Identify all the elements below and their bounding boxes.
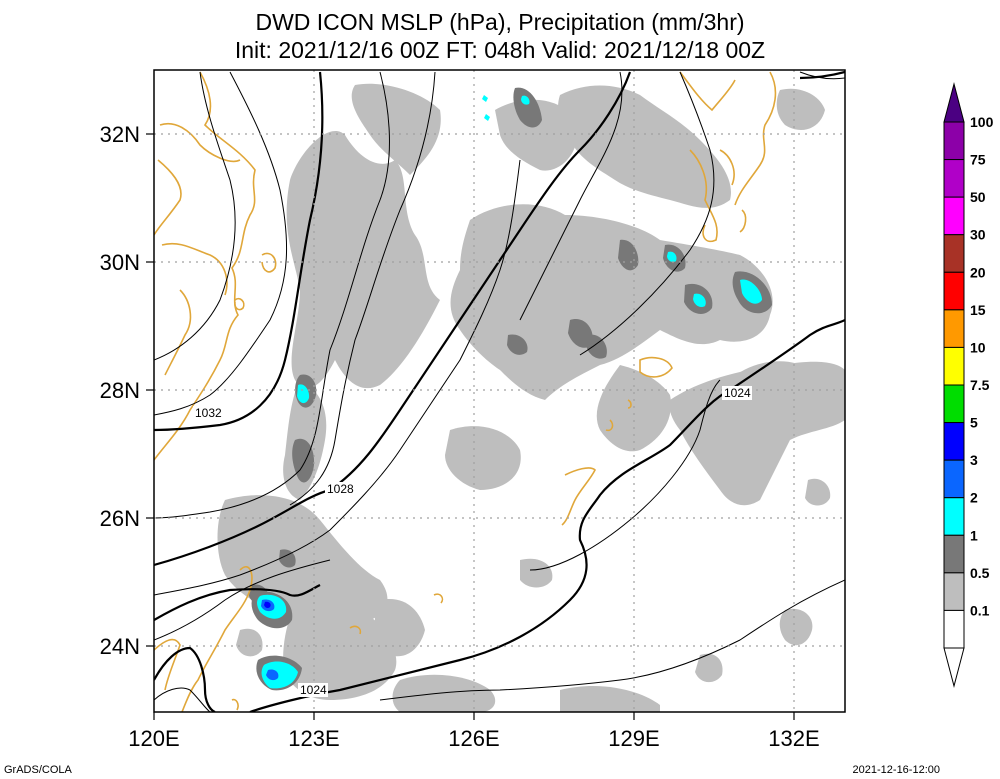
tick-marks <box>146 133 795 720</box>
colorbar-level-label: 3 <box>970 452 978 468</box>
colorbar-swatch <box>943 234 965 273</box>
colorbar-swatch <box>943 309 965 348</box>
isobar-label-1024-south: 1024 <box>300 683 327 697</box>
lon-label: 129E <box>608 726 659 751</box>
footer-software-credit: GrADS/COLA <box>4 764 73 776</box>
lon-label: 132E <box>768 726 819 751</box>
colorbar-swatch <box>943 384 965 424</box>
colorbar-level-label: 0.5 <box>970 565 990 581</box>
colorbar-level-label: 30 <box>970 227 986 243</box>
colorbar-swatch <box>943 159 965 198</box>
colorbar-level-label: 10 <box>970 339 986 355</box>
colorbar-level-label: 5 <box>970 415 978 431</box>
colorbar-level-label: 75 <box>970 152 986 168</box>
isobars-thin <box>154 71 845 712</box>
coastlines <box>154 71 777 712</box>
isobar-label-1032: 1032 <box>195 406 222 420</box>
colorbar-top-triangle <box>943 82 965 123</box>
lat-label: 30N <box>100 250 140 275</box>
colorbar-level-label: 50 <box>970 189 986 205</box>
precip-colorbar: 100 75 50 30 20 15 10 7.5 5 3 2 1 0.5 0.1 <box>943 82 994 688</box>
lat-tick-labels: 32N 30N 28N 26N 24N <box>100 122 140 659</box>
lat-label: 24N <box>100 634 140 659</box>
colorbar-bottom-triangle <box>943 647 965 688</box>
lon-label: 120E <box>128 726 179 751</box>
colorbar-swatch <box>943 609 965 649</box>
colorbar-swatch <box>943 121 965 161</box>
colorbar-level-label: 2 <box>970 490 978 506</box>
map-title-line1: DWD ICON MSLP (hPa), Precipitation (mm/3… <box>255 9 744 35</box>
plot-frame <box>153 69 846 713</box>
lat-label: 32N <box>100 122 140 147</box>
colorbar-swatch <box>943 196 965 236</box>
lon-label: 123E <box>288 726 339 751</box>
lon-label: 126E <box>448 726 499 751</box>
colorbar-swatch <box>943 572 965 611</box>
colorbar-swatch <box>943 459 965 499</box>
plot-area: 1032 1028 1024 1024 <box>154 70 845 712</box>
colorbar-swatch <box>943 346 965 386</box>
colorbar-level-label: 7.5 <box>970 377 990 393</box>
lat-label: 26N <box>100 506 140 531</box>
colorbar-level-label: 20 <box>970 264 986 280</box>
lon-tick-labels: 120E 123E 126E 129E 132E <box>128 726 819 751</box>
colorbar-level-label: 1 <box>970 527 978 543</box>
colorbar-swatch <box>943 422 965 461</box>
isobar-labels: 1032 1028 1024 1024 <box>193 386 752 697</box>
colorbar-swatch <box>943 497 965 536</box>
colorbar-level-label: 15 <box>970 302 986 318</box>
isobar-label-1024-east: 1024 <box>724 386 751 400</box>
isobar-label-1028: 1028 <box>327 482 354 496</box>
isobars-thick <box>154 70 845 712</box>
lat-label: 28N <box>100 378 140 403</box>
colorbar-level-label: 100 <box>970 114 994 130</box>
precip-light-shading <box>217 83 845 712</box>
footer-timestamp: 2021-12-16-12:00 <box>853 764 940 776</box>
precip-cyan-shading <box>257 95 762 689</box>
colorbar-level-label: 0.1 <box>970 602 990 618</box>
precip-blue-shading <box>261 599 279 681</box>
map-title-line2: Init: 2021/12/16 00Z FT: 048h Valid: 202… <box>235 37 765 63</box>
colorbar-swatch <box>943 271 965 311</box>
colorbar-swatch <box>943 534 965 574</box>
